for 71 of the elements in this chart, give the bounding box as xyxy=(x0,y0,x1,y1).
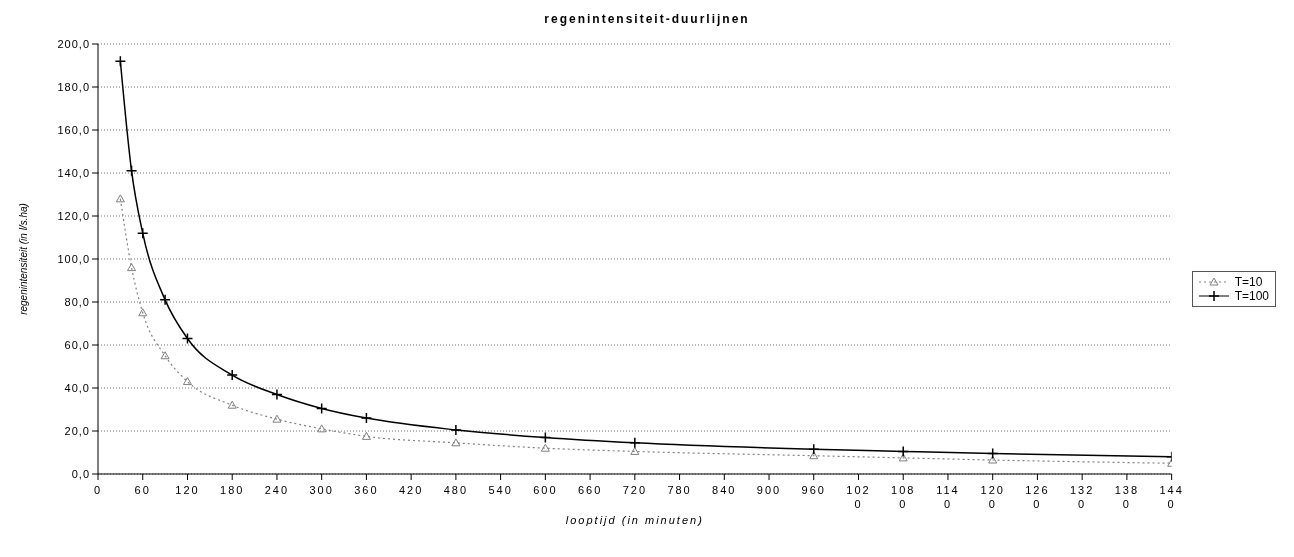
point xyxy=(272,414,282,423)
x-tick-label: 120 0 xyxy=(980,484,1005,510)
y-tick-label: 140,0 xyxy=(57,166,90,179)
y-tick-label: 60,0 xyxy=(64,338,90,351)
point xyxy=(227,400,237,409)
x-tick-label: 720 xyxy=(622,484,647,496)
x-tick-label: 360 xyxy=(354,484,379,496)
chart-title: regenintensiteit-duurlijnen xyxy=(543,11,751,28)
x-tick-label: 300 xyxy=(309,484,334,496)
x-tick-label: 240 xyxy=(264,484,290,496)
y-tick-label: 200,0 xyxy=(57,37,90,50)
point xyxy=(115,194,125,203)
x-tick-label: 180 xyxy=(220,484,245,496)
point xyxy=(127,263,137,272)
point xyxy=(988,455,998,464)
point xyxy=(159,294,171,306)
legend-label: T=100 xyxy=(1234,289,1269,303)
point xyxy=(809,451,819,460)
x-tick-label: 420 xyxy=(398,484,424,496)
point xyxy=(114,55,127,67)
point xyxy=(136,227,149,239)
point xyxy=(897,445,909,458)
point xyxy=(125,165,138,177)
x-tick-label: 900 xyxy=(756,484,782,496)
x-tick-label: 144 0 xyxy=(1159,484,1184,510)
x-tick-label: 132 0 xyxy=(1069,484,1095,510)
y-tick-label: 40,0 xyxy=(64,381,90,394)
y-tick-label: 120,0 xyxy=(57,209,90,222)
y-tick-label: 20,0 xyxy=(64,424,90,437)
y-tick-label: 80,0 xyxy=(64,295,90,308)
point xyxy=(315,402,328,415)
x-tick-label: 780 xyxy=(667,484,692,496)
y-tick-label: 180,0 xyxy=(57,80,90,93)
y-tick-label: 0,0 xyxy=(71,467,90,480)
x-tick-label: 660 xyxy=(577,484,603,496)
x-tick-label: 960 xyxy=(801,484,826,496)
legend-label: T=10 xyxy=(1234,275,1263,289)
x-tick-label: 540 xyxy=(488,484,513,496)
x-tick-label: 0 xyxy=(93,484,103,496)
point xyxy=(451,438,461,447)
point xyxy=(181,332,194,345)
x-tick-label: 126 0 xyxy=(1025,484,1050,510)
point xyxy=(986,447,999,460)
x-tick-label: 120 xyxy=(175,484,200,496)
y-axis-title: regenintensiteit (in l/s.ha) xyxy=(17,203,29,315)
point xyxy=(808,443,820,456)
y-tick-label: 160,0 xyxy=(57,123,90,136)
point xyxy=(450,424,462,436)
y-tick-label: 100,0 xyxy=(57,252,90,265)
x-tick-label: 480 xyxy=(443,484,469,496)
point xyxy=(317,424,327,433)
point xyxy=(361,431,371,440)
point xyxy=(160,351,170,360)
point xyxy=(271,388,283,401)
point xyxy=(629,437,641,449)
x-tick-label: 114 0 xyxy=(936,484,960,510)
point xyxy=(540,443,550,452)
point xyxy=(898,453,908,462)
point xyxy=(226,369,238,381)
x-axis-title: looptijd (in minuten) xyxy=(565,514,704,526)
x-tick-label: 108 0 xyxy=(891,484,916,510)
point xyxy=(630,446,640,455)
x-tick-label: 840 xyxy=(712,484,737,496)
x-tick-label: 102 0 xyxy=(846,484,871,510)
x-tick-label: 600 xyxy=(533,484,558,496)
point xyxy=(138,308,148,317)
point xyxy=(360,412,373,424)
x-tick-label: 60 xyxy=(134,484,151,496)
point xyxy=(182,377,192,386)
x-tick-label: 138 0 xyxy=(1114,484,1140,510)
point xyxy=(539,431,552,444)
